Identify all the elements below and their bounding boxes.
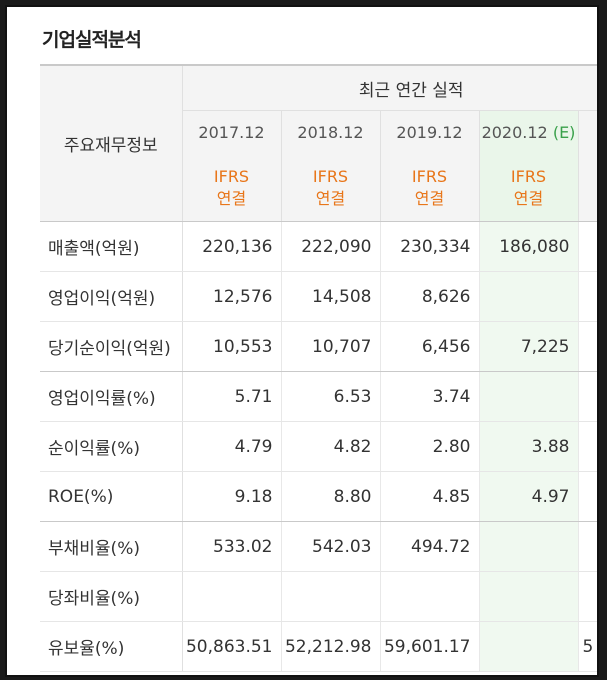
table-row: 유보율(%) 50,863.51 52,212.98 59,601.17 5 — [40, 621, 597, 672]
table-row: 순이익률(%) 4.79 4.82 2.80 3.88 — [40, 421, 597, 472]
estimate-badge: (E) — [552, 123, 576, 142]
row-label: 영업이익률(%) — [40, 371, 183, 422]
table-row: 당좌비율(%) — [40, 571, 597, 622]
value-cell: 533.02 — [182, 521, 282, 572]
ifrs-label: IFRS 연결 — [182, 154, 282, 222]
value-cell: 6.53 — [281, 371, 381, 422]
value-cell: 50,863.51 — [182, 621, 282, 672]
value-cell: 230,334 — [380, 221, 480, 272]
year-header[interactable]: 2018.12 — [281, 110, 381, 154]
table-row: 영업이익(억원) 12,576 14,508 8,626 — [40, 271, 597, 322]
ifrs-label-extra — [578, 154, 597, 222]
row-label: 당기순이익(억원) — [40, 321, 183, 372]
value-cell: 10,707 — [281, 321, 381, 372]
row-label: ROE(%) — [40, 471, 183, 522]
value-cell — [182, 571, 282, 622]
year-header[interactable]: 2017.12 — [182, 110, 282, 154]
row-label: 매출액(억원) — [40, 221, 183, 272]
section-title: 기업실적분석 — [42, 29, 142, 51]
table-row: 부채비율(%) 533.02 542.03 494.72 — [40, 521, 597, 572]
ifrs-label: IFRS 연결 — [281, 154, 381, 222]
value-cell: 222,090 — [281, 221, 381, 272]
value-cell-extra — [578, 321, 597, 372]
row-label: 영업이익(억원) — [40, 271, 183, 322]
value-cell: 14,508 — [281, 271, 381, 322]
table-row: 영업이익률(%) 5.71 6.53 3.74 — [40, 371, 597, 422]
value-cell: 9.18 — [182, 471, 282, 522]
table-row: ROE(%) 9.18 8.80 4.85 4.97 — [40, 471, 597, 522]
financial-table: 주요재무정보 최근 연간 실적 2017.12 2018.12 2019.12 … — [40, 64, 597, 672]
row-label: 당좌비율(%) — [40, 571, 183, 622]
value-cell-extra — [578, 271, 597, 322]
group-header: 최근 연간 실적 — [182, 64, 597, 111]
value-cell-estimate — [479, 521, 579, 572]
row-label: 부채비율(%) — [40, 521, 183, 572]
value-cell: 5.71 — [182, 371, 282, 422]
value-cell-estimate: 3.88 — [479, 421, 579, 472]
row-header-label: 주요재무정보 — [40, 64, 183, 222]
value-cell-estimate — [479, 571, 579, 622]
value-cell-extra — [578, 521, 597, 572]
value-cell-estimate: 4.97 — [479, 471, 579, 522]
ifrs-label: IFRS 연결 — [380, 154, 480, 222]
year-header[interactable]: 2019.12 — [380, 110, 480, 154]
value-cell: 6,456 — [380, 321, 480, 372]
value-cell-estimate: 186,080 — [479, 221, 579, 272]
value-cell-extra — [578, 221, 597, 272]
value-cell-estimate: 7,225 — [479, 321, 579, 372]
value-cell: 10,553 — [182, 321, 282, 372]
value-cell-extra: 5 — [578, 621, 597, 672]
value-cell-extra — [578, 571, 597, 622]
window-frame: 기업실적분석 주요재무정보 최근 연간 실적 2017.12 2018.12 2… — [5, 5, 599, 677]
value-cell-extra — [578, 421, 597, 472]
value-cell: 4.79 — [182, 421, 282, 472]
value-cell: 12,576 — [182, 271, 282, 322]
value-cell: 8,626 — [380, 271, 480, 322]
value-cell: 220,136 — [182, 221, 282, 272]
value-cell: 2.80 — [380, 421, 480, 472]
year-header-extra — [578, 110, 597, 154]
value-cell: 4.82 — [281, 421, 381, 472]
value-cell-extra — [578, 471, 597, 522]
value-cell-estimate — [479, 621, 579, 672]
value-cell: 4.85 — [380, 471, 480, 522]
row-label: 순이익률(%) — [40, 421, 183, 472]
row-label: 유보율(%) — [40, 621, 183, 672]
value-cell — [380, 571, 480, 622]
value-cell: 52,212.98 — [281, 621, 381, 672]
value-cell: 494.72 — [380, 521, 480, 572]
value-cell-estimate — [479, 271, 579, 322]
group-title: 최근 연간 실적 — [358, 80, 464, 101]
value-cell-extra — [578, 371, 597, 422]
ifrs-label: IFRS 연결 — [479, 154, 579, 222]
value-cell-estimate — [479, 371, 579, 422]
value-cell: 542.03 — [281, 521, 381, 572]
table-row: 매출액(억원) 220,136 222,090 230,334 186,080 — [40, 221, 597, 272]
year-header-estimate[interactable]: 2020.12 (E) — [479, 110, 579, 154]
value-cell: 3.74 — [380, 371, 480, 422]
value-cell — [281, 571, 381, 622]
value-cell: 59,601.17 — [380, 621, 480, 672]
value-cell: 8.80 — [281, 471, 381, 522]
table-row: 당기순이익(억원) 10,553 10,707 6,456 7,225 — [40, 321, 597, 372]
